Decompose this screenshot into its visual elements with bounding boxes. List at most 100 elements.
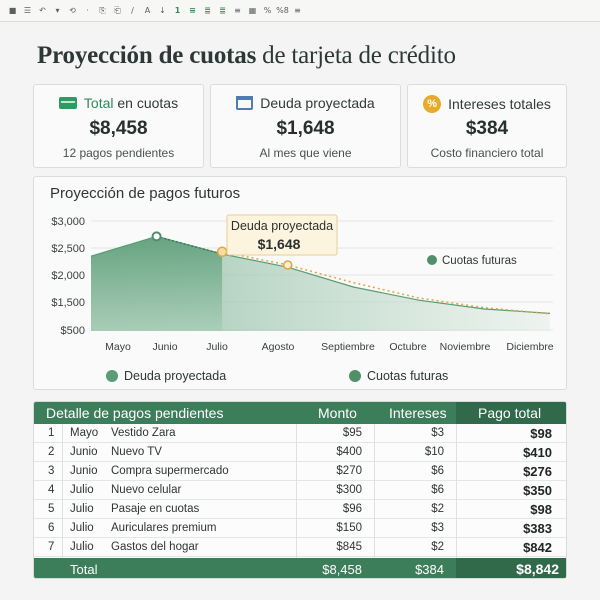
undo-icon[interactable]: ↶ [39, 6, 46, 15]
header-monto[interactable]: Monto [318, 405, 357, 421]
row-total: $98 [530, 502, 552, 517]
row-interest: $6 [431, 484, 444, 496]
card-label: Deuda proyectada [260, 95, 375, 111]
row-description: Pasaje en cuotas [111, 503, 200, 515]
card-label-text: en cuotas [113, 95, 179, 111]
numbering-icon[interactable]: 1 [174, 6, 181, 15]
table-header-total-bg [456, 402, 566, 424]
row-description: Vestido Zara [111, 427, 176, 439]
format-icon[interactable]: %8 [276, 6, 289, 15]
card-label-accent: Total [83, 95, 114, 111]
row-interest: $2 [431, 503, 444, 515]
column-divider [374, 424, 375, 558]
column-divider [296, 424, 297, 558]
row-amount: $95 [342, 427, 362, 439]
separator[interactable]: · [86, 6, 89, 15]
font-icon[interactable]: A [144, 6, 151, 15]
table-row[interactable]: 2 Junio Nuevo TV $400 $10 $410 [34, 443, 566, 462]
justify-icon[interactable]: ≡ [234, 6, 241, 15]
row-amount: $845 [336, 541, 362, 553]
row-total: $410 [523, 445, 552, 460]
payments-table: Detalle de pagos pendientes Monto Intere… [33, 401, 567, 579]
footer-monto: $8,458 [322, 562, 362, 577]
card-label: Total en cuotas [84, 95, 178, 111]
row-month: Julio [70, 522, 94, 534]
table-header: Detalle de pagos pendientes Monto Intere… [34, 402, 566, 424]
row-number: 4 [48, 484, 55, 496]
row-interest: $6 [431, 465, 444, 477]
card-deuda-proyectada[interactable]: Deuda proyectada $1,648 Al mes que viene [210, 84, 401, 168]
card-head: Total en cuotas [34, 95, 203, 111]
row-number: 1 [48, 427, 55, 439]
row-description: Nuevo TV [111, 446, 162, 458]
percent-icon[interactable]: % [263, 6, 272, 15]
table-row[interactable]: 7 Julio Gastos del hogar $845 $2 $842 [34, 538, 566, 557]
card-head: Deuda proyectada [211, 95, 400, 111]
row-number: 2 [48, 446, 55, 458]
row-month: Mayo [70, 427, 99, 439]
table-footer-total-bg [456, 558, 566, 578]
more-icon[interactable]: ≡ [294, 6, 301, 15]
row-number: 5 [48, 503, 55, 515]
row-number: 3 [48, 465, 55, 477]
table-row[interactable]: 1 Mayo Vestido Zara $95 $3 $98 [34, 424, 566, 443]
column-divider [62, 424, 63, 558]
footer-intereses: $384 [415, 562, 444, 577]
header-intereses[interactable]: Intereses [389, 405, 447, 421]
sort-icon[interactable]: ↓ [159, 6, 166, 15]
card-subtitle: Al mes que viene [259, 146, 352, 160]
footer-total: $8,842 [516, 561, 559, 577]
table-row[interactable]: 6 Julio Auriculares premium $150 $3 $383 [34, 519, 566, 538]
row-month: Junio [70, 446, 98, 458]
align-right-icon[interactable]: ≣ [219, 6, 226, 15]
row-total: $842 [523, 540, 552, 555]
card-intereses-totales[interactable]: % Intereses totales $384 Costo financier… [407, 84, 567, 168]
row-month: Julio [70, 541, 94, 553]
card-value: $384 [465, 118, 509, 139]
table-row[interactable]: 3 Junio Compra supermercado $270 $6 $276 [34, 462, 566, 481]
row-interest: $10 [424, 446, 444, 458]
card-subtitle: Costo financiero total [430, 146, 544, 160]
header-pago-total[interactable]: Pago total [478, 405, 542, 421]
row-description: Auriculares premium [111, 522, 217, 534]
row-month: Junio [70, 465, 98, 477]
row-number: 6 [48, 522, 55, 534]
chart-title: Proyección de pagos futuros [50, 185, 241, 202]
table-row[interactable]: 4 Julio Nuevo celular $300 $6 $350 [34, 481, 566, 500]
credit-card-icon [58, 97, 77, 109]
dropdown-icon[interactable]: ▾ [55, 6, 60, 15]
row-interest: $3 [431, 427, 444, 439]
copy-icon[interactable]: ⎘ [99, 5, 106, 15]
row-number: 7 [48, 541, 55, 553]
align-center-icon[interactable]: ≣ [204, 6, 211, 15]
row-interest: $3 [431, 522, 444, 534]
card-label: Intereses totales [448, 96, 551, 112]
row-month: Julio [70, 503, 94, 515]
column-divider [456, 424, 457, 558]
percent-icon: % [423, 95, 442, 113]
italic-icon[interactable]: ∕ [131, 6, 134, 15]
align-left-icon[interactable]: ≡ [189, 6, 196, 15]
footer-label: Total [70, 562, 98, 577]
header-detalle[interactable]: Detalle de pagos pendientes [46, 405, 224, 421]
row-amount: $150 [336, 522, 362, 534]
paste-icon[interactable]: ⎗ [114, 5, 121, 15]
row-amount: $270 [336, 465, 362, 477]
card-value: $1,648 [276, 118, 335, 139]
row-total: $98 [530, 426, 552, 441]
redo-icon[interactable]: ⟲ [69, 6, 76, 15]
row-month: Julio [70, 484, 94, 496]
table-row[interactable]: 5 Julio Pasaje en cuotas $96 $2 $98 [34, 500, 566, 519]
table-icon[interactable]: ▦ [248, 6, 257, 15]
row-description: Nuevo celular [111, 484, 182, 496]
row-amount: $300 [336, 484, 362, 496]
menu-icon[interactable]: ■ [8, 6, 17, 15]
table-footer: Total $8,458 $384 $8,842 [34, 558, 566, 578]
row-description: Gastos del hogar [111, 541, 199, 553]
card-total-en-cuotas[interactable]: Total en cuotas $8,458 12 pagos pendient… [33, 84, 204, 168]
card-subtitle: 12 pagos pendientes [62, 146, 175, 160]
page-title-bold: Proyección de cuotas [37, 42, 257, 69]
row-total: $383 [523, 521, 552, 536]
list-icon[interactable]: ☰ [23, 6, 32, 15]
calendar-icon [236, 96, 254, 110]
